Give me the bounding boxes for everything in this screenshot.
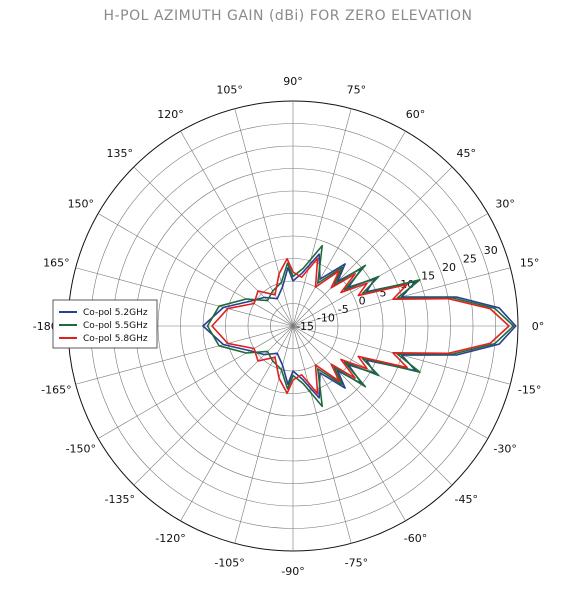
- angle-tick-label: 0°: [532, 320, 545, 333]
- series-line: [206, 244, 515, 408]
- angle-tick-label: -60°: [404, 532, 427, 545]
- angle-grid-spoke: [97, 213, 294, 327]
- angle-tick-label: -165°: [41, 383, 71, 396]
- angle-tick-label: -15°: [518, 383, 541, 396]
- radial-tick-label: 25: [463, 253, 477, 266]
- legend-label: Co-pol 5.5GHz: [83, 321, 148, 331]
- angle-grid-spoke: [292, 325, 489, 439]
- radial-tick-label: 30: [484, 244, 498, 257]
- angle-tick-label: 90°: [283, 75, 303, 88]
- angle-tick-label: -120°: [155, 532, 185, 545]
- angle-grid-spoke: [180, 325, 294, 522]
- angle-tick-label: -30°: [493, 443, 516, 456]
- angle-tick-label: 60°: [406, 108, 426, 121]
- radial-tick-label: 5: [379, 286, 386, 299]
- angle-tick-label: 105°: [216, 83, 243, 96]
- radial-tick-label: -5: [338, 303, 349, 316]
- angle-grid-spoke: [97, 325, 294, 439]
- angle-grid-spoke: [292, 325, 352, 544]
- legend: Co-pol 5.2GHz Co-pol 5.5GHz Co-pol 5.8GHz: [52, 299, 158, 349]
- angle-grid-spoke: [292, 325, 453, 486]
- series-line: [202, 253, 517, 399]
- angle-grid-spoke: [75, 267, 294, 327]
- angle-tick-label: 165°: [43, 257, 70, 270]
- radial-tick-label: 20: [442, 261, 456, 274]
- radial-tick-label: 15: [421, 269, 435, 282]
- angle-grid-spoke: [234, 108, 294, 327]
- angle-tick-label: 45°: [456, 147, 476, 160]
- angle-tick-label: -105°: [214, 557, 244, 570]
- angle-grid-spoke: [133, 166, 294, 327]
- series-line: [211, 257, 510, 395]
- series-lines: [202, 244, 517, 408]
- angle-tick-label: -45°: [455, 493, 478, 506]
- radial-tick-label: -10: [317, 312, 335, 325]
- chart-title: H-POL AZIMUTH GAIN (dBi) FOR ZERO ELEVAT…: [103, 8, 473, 24]
- angle-tick-label: 30°: [495, 198, 515, 211]
- angle-grid-spoke: [292, 213, 489, 327]
- angle-grid-spoke: [292, 325, 406, 522]
- angle-grid-spoke: [292, 166, 453, 327]
- angle-grid-spoke: [292, 130, 406, 327]
- angle-grid-spoke: [292, 108, 352, 327]
- angle-tick-label: -90°: [281, 565, 304, 578]
- radial-tick-label: -15: [296, 320, 314, 333]
- radial-tick-label: 0: [359, 295, 366, 308]
- angle-grid-spoke: [180, 130, 294, 327]
- angle-tick-label: 135°: [107, 147, 134, 160]
- angle-tick-label: -135°: [105, 493, 135, 506]
- angle-grid-spoke: [133, 325, 294, 486]
- angle-tick-label: 75°: [347, 83, 367, 96]
- angle-tick-label: 150°: [68, 198, 95, 211]
- angle-tick-label: -150°: [66, 443, 96, 456]
- angle-tick-label: -75°: [345, 557, 368, 570]
- angle-tick-labels: 0° 15° 30° 45° 60° 75° 90° 105° 120° 135° 150° 165°…: [33, 75, 544, 578]
- legend-label: Co-pol 5.2GHz: [83, 308, 148, 318]
- angle-grid-spoke: [75, 325, 294, 385]
- angle-tick-label: 120°: [157, 108, 184, 121]
- angle-tick-label: 15°: [520, 257, 540, 270]
- angle-grid-spoke: [234, 325, 294, 544]
- legend-label: Co-pol 5.8GHz: [83, 334, 148, 344]
